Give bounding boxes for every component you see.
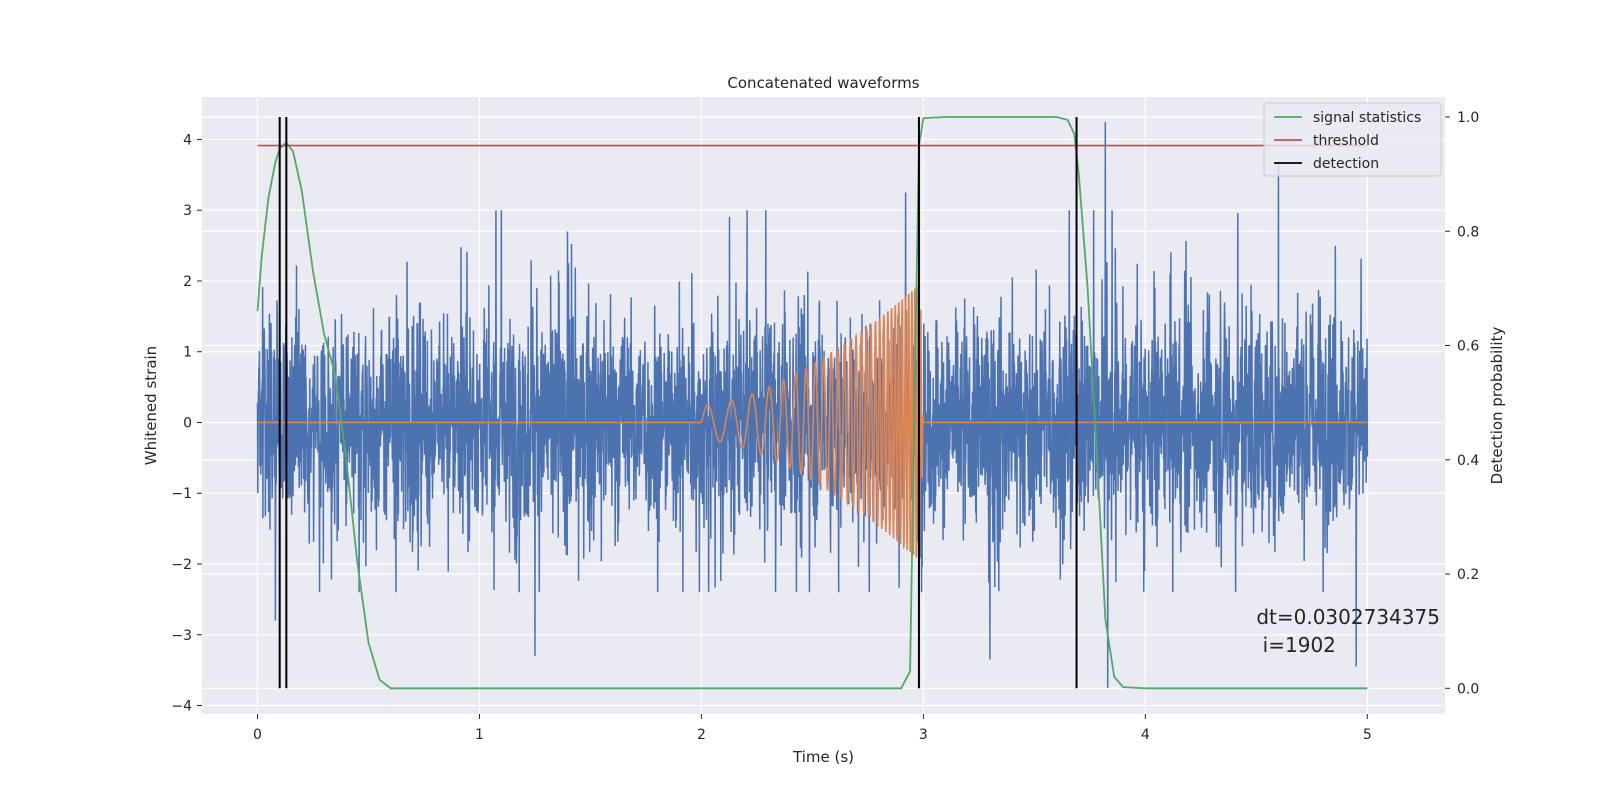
y-tick-label-left: 1 bbox=[183, 345, 192, 361]
chart-title: Concatenated waveforms bbox=[727, 74, 919, 92]
legend: signal statistics threshold detection bbox=[1263, 102, 1442, 177]
x-tick-label: 5 bbox=[1363, 727, 1372, 743]
y-tick-label-left: 3 bbox=[183, 203, 192, 219]
y-tick-label-left: 2 bbox=[183, 274, 192, 290]
x-axis-label: Time (s) bbox=[792, 748, 854, 766]
y-tick-label-left: −4 bbox=[171, 699, 192, 715]
y-tick-label-right: 0.8 bbox=[1457, 224, 1479, 240]
y-tick-label-right: 0.2 bbox=[1457, 567, 1479, 583]
y-tick-label-left: −3 bbox=[171, 628, 192, 644]
x-tick-label: 0 bbox=[253, 727, 262, 743]
x-tick-label: 3 bbox=[919, 727, 928, 743]
y-tick-label-right: 0.6 bbox=[1457, 339, 1479, 355]
annotation-index: i=1902 bbox=[1256, 633, 1336, 657]
tick-labels: 0 1 2 3 4 5 −4 −3 −2 −1 0 1 2 3 4 0.0 0.2 0.4 0.6 0.8 1.0 bbox=[171, 110, 1479, 743]
legend-label-signal-statistics: signal statistics bbox=[1313, 110, 1421, 126]
x-tick-label: 2 bbox=[697, 727, 706, 743]
legend-frame bbox=[1263, 102, 1442, 177]
signal-statistics-line bbox=[256, 116, 1368, 690]
legend-label-detection: detection bbox=[1313, 156, 1379, 172]
injected-chirp-line bbox=[257, 285, 1368, 561]
x-tick-label: 4 bbox=[1141, 727, 1150, 743]
series-layer bbox=[256, 116, 1369, 690]
legend-label-threshold: threshold bbox=[1313, 133, 1379, 149]
y-tick-label-right: 1.0 bbox=[1457, 110, 1479, 126]
y-tick-label-left: −2 bbox=[171, 557, 192, 573]
y-tick-label-left: 0 bbox=[183, 415, 192, 431]
y-tick-label-left: 4 bbox=[183, 132, 192, 148]
y-tick-label-left: −1 bbox=[171, 486, 192, 502]
y-tick-label-right: 0.0 bbox=[1457, 681, 1479, 697]
x-tick-label: 1 bbox=[475, 727, 484, 743]
y-axis-label-left: Whitened strain bbox=[142, 346, 160, 465]
y-axis-label-right: Detection probability bbox=[1488, 327, 1506, 485]
y-tick-label-right: 0.4 bbox=[1457, 453, 1479, 469]
annotation-dt: dt=0.0302734375 bbox=[1256, 605, 1440, 629]
